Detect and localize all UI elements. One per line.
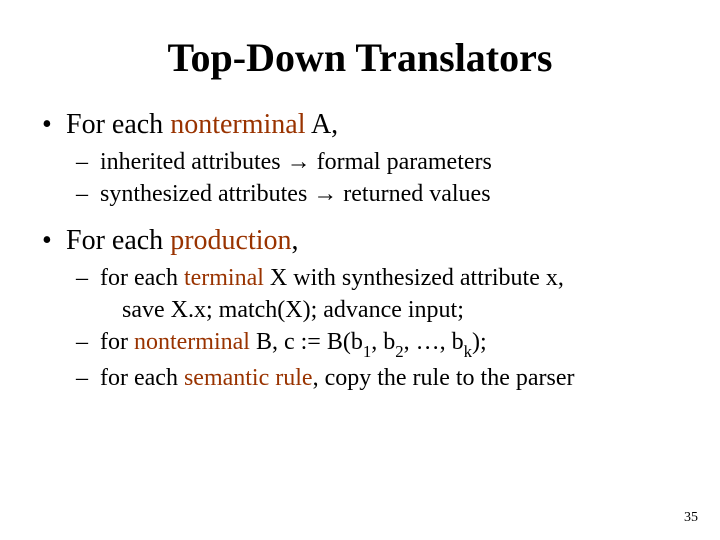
text: , copy the rule to the parser xyxy=(313,365,575,391)
text: returned values xyxy=(337,181,490,207)
text: , …, b xyxy=(404,329,464,355)
bullet-nonterminal: For each nonterminal A, xyxy=(40,109,680,141)
term-nonterminal: nonterminal xyxy=(170,109,305,140)
term-nonterminal-b: nonterminal xyxy=(134,329,250,355)
text: X with synthesized attribute x, xyxy=(264,265,564,291)
term-production: production xyxy=(170,225,291,256)
bullet-production: For each production, xyxy=(40,225,680,257)
spacer xyxy=(40,211,680,225)
text: ); xyxy=(472,329,487,355)
arrow-icon: → xyxy=(287,148,311,175)
term-semantic-rule: semantic rule xyxy=(184,365,313,391)
subscript: k xyxy=(464,342,472,361)
slide-title: Top-Down Translators xyxy=(40,34,680,81)
subscript: 1 xyxy=(363,342,371,361)
text: formal parameters xyxy=(311,149,492,175)
arrow-icon: → xyxy=(313,180,337,207)
text: for each xyxy=(100,365,184,391)
term-terminal: terminal xyxy=(184,265,264,291)
text: save X.x; match(X); advance input; xyxy=(122,297,464,323)
text: for xyxy=(100,329,134,355)
subscript: 2 xyxy=(395,342,403,361)
text: synthesized attributes xyxy=(100,181,313,207)
text: For each xyxy=(66,109,170,140)
sub-nonterminal-b: for nonterminal B, c := B(b1, b2, …, bk)… xyxy=(40,327,680,361)
text: B, c := B(b xyxy=(250,329,363,355)
text: A, xyxy=(305,109,338,140)
sub-terminal-line2: save X.x; match(X); advance input; xyxy=(40,295,680,325)
page-number: 35 xyxy=(684,510,698,526)
sub-inherited: inherited attributes → formal parameters xyxy=(40,147,680,177)
text: , xyxy=(292,225,299,256)
text: for each xyxy=(100,265,184,291)
text: For each xyxy=(66,225,170,256)
sub-semantic-rule: for each semantic rule, copy the rule to… xyxy=(40,363,680,393)
text: inherited attributes xyxy=(100,149,287,175)
sub-synthesized: synthesized attributes → returned values xyxy=(40,179,680,209)
text: , b xyxy=(371,329,395,355)
sub-terminal-line1: for each terminal X with synthesized att… xyxy=(40,263,680,293)
slide: Top-Down Translators For each nontermina… xyxy=(0,0,720,540)
